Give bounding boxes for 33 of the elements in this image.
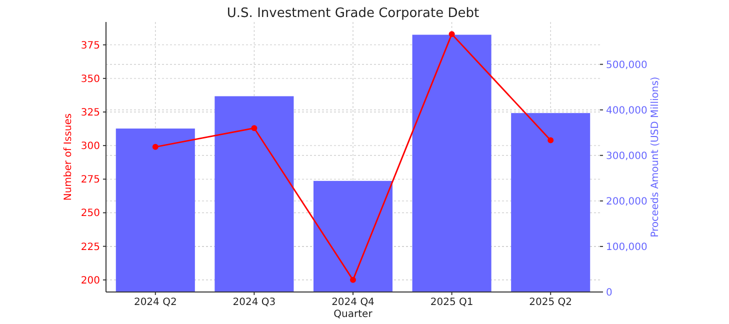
point [251,125,258,132]
x-tick-label: 2024 Q3 [232,297,276,308]
y2-tick-label: 0 [606,288,612,298]
bar [313,180,393,292]
x-tick-label: 2024 Q2 [134,297,177,308]
y-tick-label: 250 [80,208,100,220]
y2-tick-label: 100,000 [606,242,648,253]
y2-tick-label: 400,000 [606,105,648,116]
y-tick-label: 375 [80,40,100,52]
x-axis-title: Quarter [334,309,374,320]
bar [116,128,195,292]
y-tick-label: 300 [80,141,100,152]
point [448,31,455,38]
bar [214,96,294,292]
point [548,137,554,144]
bar [511,113,590,292]
y-tick-label: 200 [80,275,100,286]
y-tick-label: 225 [80,242,100,253]
y2-tick-label: 300,000 [606,150,648,162]
y2-axis-title: Proceeds Amount (USD Millions) [650,76,661,238]
chart-title: U.S. Investment Grade Corporate Debt [226,6,480,21]
y-tick-label: 325 [80,108,100,118]
point [152,144,158,150]
y-tick-label: 275 [80,174,100,186]
y-tick-label: 350 [80,74,100,85]
x-tick-label: 2025 Q1 [430,297,474,308]
point [350,276,356,283]
y2-tick-label: 500,000 [606,60,648,71]
bar [412,34,492,292]
y2-tick-label: 200,000 [606,196,648,208]
y-axis-title: Number of Issues [63,113,74,201]
x-tick-label: 2025 Q2 [529,297,572,308]
x-tick-label: 2024 Q4 [332,297,374,308]
